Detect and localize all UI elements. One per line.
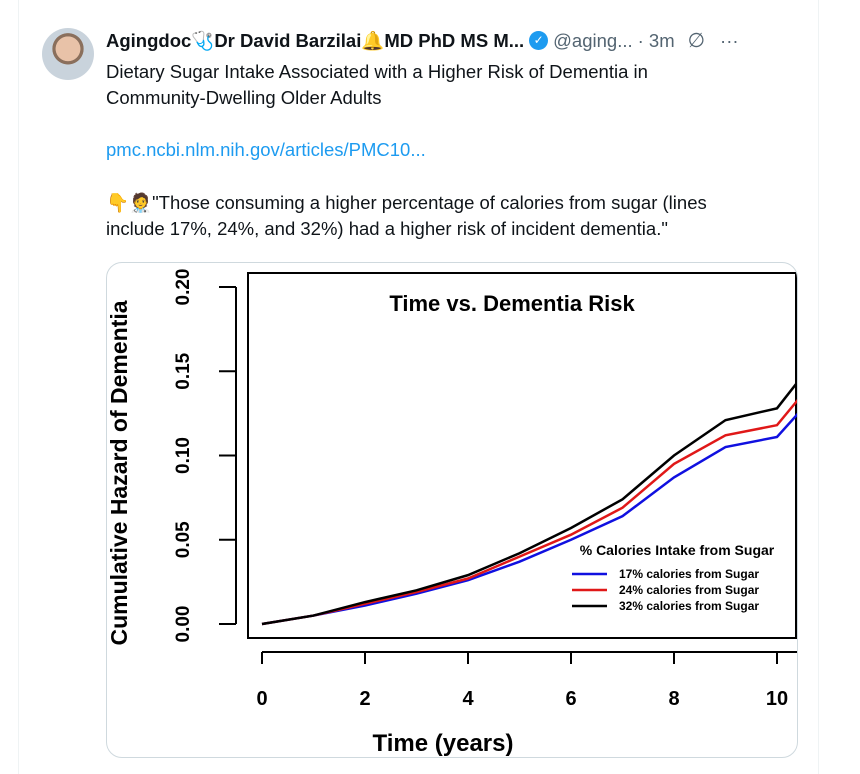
pointing-down-emoji-icon: 👇🧑‍⚕️ [106, 192, 153, 213]
timeline-border-left [18, 0, 19, 774]
x-tick-label: 4 [462, 688, 474, 710]
display-name[interactable]: Agingdoc🩺Dr David Barzilai🔔MD PhD MS M..… [106, 29, 525, 51]
grok-icon[interactable]: ∅ [687, 30, 706, 52]
series-line-17pct [261, 412, 797, 626]
legend-entry: 32% calories from Sugar [619, 599, 759, 613]
legend-entry: 17% calories from Sugar [619, 567, 759, 581]
y-tick-label: 0.00 [173, 606, 194, 643]
x-tick-label: 2 [359, 688, 370, 710]
x-tick-label: 6 [565, 688, 576, 710]
tweet-text-line: Community-Dwelling Older Adults [106, 87, 382, 108]
y-tick-label: 0.20 [173, 269, 194, 306]
x-tick-label: 0 [256, 688, 267, 710]
legend-title: % Calories Intake from Sugar [580, 542, 775, 558]
y-tick-label: 0.15 [173, 352, 194, 389]
timestamp[interactable]: · 3m [637, 29, 675, 51]
verified-badge-icon[interactable]: ✓ [529, 31, 549, 50]
y-tick-label: 0.05 [173, 521, 194, 558]
timeline-border-right [818, 0, 819, 774]
x-tick-label: 8 [668, 688, 679, 710]
article-link[interactable]: pmc.ncbi.nlm.nih.gov/articles/PMC10... [106, 139, 426, 160]
series-line-32pct [261, 380, 797, 626]
tweet-quote: 👇🧑‍⚕️"Those consuming a higher percentag… [106, 190, 806, 242]
legend-entry: 24% calories from Sugar [619, 583, 759, 597]
avatar[interactable] [42, 28, 94, 80]
y-tick-label: 0.10 [173, 437, 194, 474]
x-tick-label: 10 [766, 688, 788, 710]
handle[interactable]: @aging... [553, 29, 633, 51]
quote-text-line: "Those consuming a higher percentage of … [152, 192, 707, 213]
more-options-icon[interactable]: ··· [720, 29, 739, 51]
chart-image[interactable]: Time vs. Dementia Risk Cumulative Hazard… [106, 262, 798, 758]
y-axis-label: Cumulative Hazard of Dementia [107, 300, 132, 645]
dementia-risk-chart: Time vs. Dementia Risk Cumulative Hazard… [107, 269, 797, 757]
quote-text-line: include 17%, 24%, and 32%) had a higher … [106, 218, 668, 239]
plot-box [247, 272, 797, 639]
x-axis-label: Time (years) [373, 730, 514, 757]
tweet-text: Dietary Sugar Intake Associated with a H… [106, 59, 806, 111]
series-line-24pct [261, 398, 797, 626]
tweet-header: Agingdoc🩺Dr David Barzilai🔔MD PhD MS M..… [106, 28, 739, 53]
chart-title: Time vs. Dementia Risk [389, 291, 635, 316]
tweet-text-line: Dietary Sugar Intake Associated with a H… [106, 61, 648, 82]
